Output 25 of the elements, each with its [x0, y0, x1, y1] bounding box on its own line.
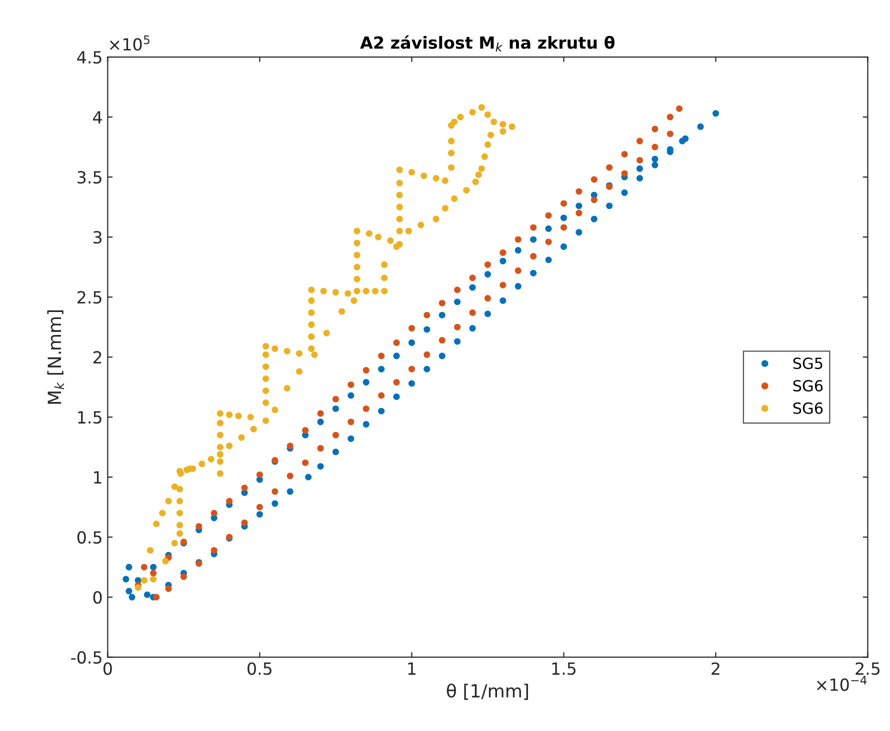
x-axis-title: θ [1/mm] — [446, 684, 528, 700]
y-tick-label: 0.5 — [77, 531, 102, 544]
x-tick-label: 0 — [103, 662, 112, 675]
y-tick-label: 0 — [93, 591, 102, 604]
y-tick-label: 2 — [93, 351, 102, 364]
y-tick-label: 1 — [94, 471, 102, 484]
chart-title: A2 závislost M$_{k}$ na zkrutu θ — [360, 35, 615, 52]
y-tick-label: 4.5 — [77, 51, 102, 64]
legend-label: SG5 — [793, 358, 822, 370]
y-tick-label: -0.5 — [71, 651, 102, 664]
y-tick-label: 1.5 — [78, 411, 102, 424]
x-tick-label: 1.5 — [552, 662, 576, 675]
y-tick-label: 4 — [93, 111, 102, 124]
x-tick-label: 2 — [712, 662, 720, 675]
legend-label: SG6 — [793, 402, 823, 414]
x-tick-label: 0.5 — [248, 662, 272, 675]
text: ×10$^{5}$ — [110, 36, 150, 51]
text: ×10$^{−4}$ — [817, 676, 867, 691]
x-tick-label: 2.5 — [856, 662, 880, 675]
y-axis-title: M$_{k}$ [N.mm] — [47, 310, 64, 404]
legend-label: SG6 — [793, 380, 823, 392]
x-tick-label: 1 — [408, 662, 416, 675]
y-tick-label: 2.5 — [78, 291, 102, 304]
y-tick-label: 3 — [93, 231, 102, 244]
y-tick-label: 3.5 — [78, 171, 102, 184]
